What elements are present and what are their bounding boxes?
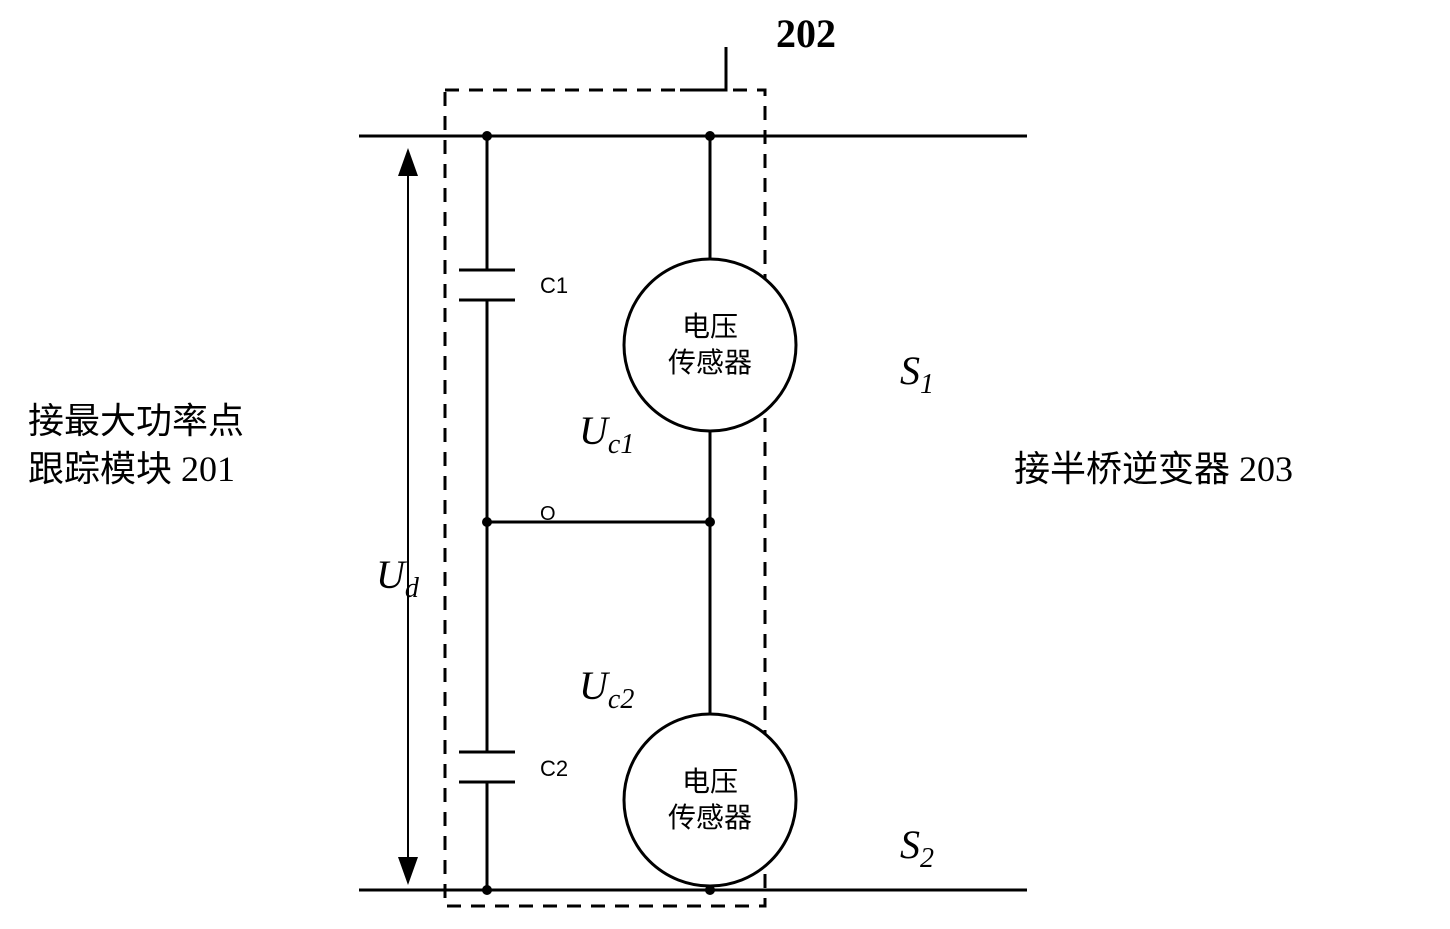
uc1-label: Uc1: [539, 360, 634, 508]
s2-var: S: [900, 822, 920, 867]
dot-top-sensor: [705, 131, 715, 141]
s2-sub: 2: [920, 843, 934, 874]
sensor-1-text-line2: 传感器: [668, 347, 752, 379]
right-text: 接半桥逆变器 203: [1014, 440, 1293, 492]
sensor-2-circle: [624, 714, 796, 886]
sensor-2-text-line2: 传感器: [668, 802, 752, 834]
uc2-label: Uc2: [539, 615, 634, 763]
ref-202-label: 202: [776, 10, 836, 57]
dot-bot-cap: [482, 885, 492, 895]
sensor-1-circle: [624, 259, 796, 431]
ud-arrow-head-top: [398, 148, 418, 176]
sensor-1-text-line1: 电压: [682, 311, 738, 343]
uc1-var: U: [579, 408, 608, 453]
dot-bot-sensor: [705, 885, 715, 895]
ref-202-leader: [680, 47, 726, 90]
left-text-line1: 接最大功率点: [28, 392, 244, 444]
sensor-2-text-line1: 电压: [682, 766, 738, 798]
dot-mid-sensor: [705, 517, 715, 527]
s1-label: S1: [860, 300, 934, 448]
diagram-stage: 电压 传感器 电压 传感器 C1 C2 O 202 接最大功率点 跟踪模块 20…: [0, 0, 1450, 929]
dot-mid-cap: [482, 517, 492, 527]
s1-var: S: [900, 348, 920, 393]
cap-c1-label: C1: [540, 273, 568, 298]
uc2-var: U: [579, 663, 608, 708]
dot-top-cap: [482, 131, 492, 141]
uc1-sub: c1: [608, 429, 634, 460]
s2-label: S2: [860, 774, 934, 922]
ud-var: U: [376, 552, 405, 597]
uc2-sub: c2: [608, 684, 634, 715]
s1-sub: 1: [920, 369, 934, 400]
ud-sub: d: [405, 573, 419, 604]
ud-arrow-head-bot: [398, 857, 418, 885]
ud-label: Ud: [336, 504, 419, 652]
left-text-line2: 跟踪模块 201: [28, 440, 235, 492]
